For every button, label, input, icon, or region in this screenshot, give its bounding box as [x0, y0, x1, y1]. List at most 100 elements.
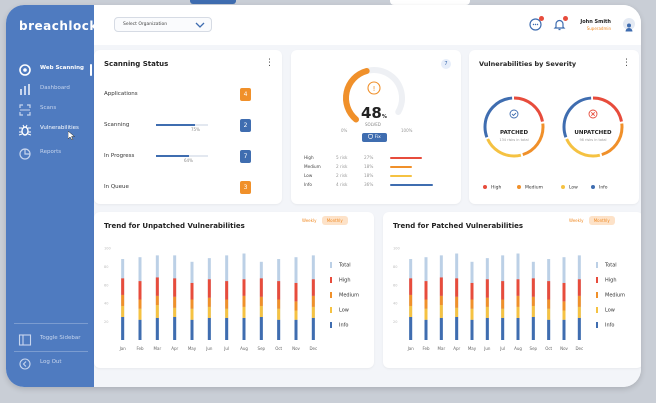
bar-low: [190, 308, 194, 320]
status-label: In Progress: [104, 153, 135, 159]
status-row-applications: Applications 4: [104, 88, 266, 102]
bar-high: [455, 278, 459, 297]
bar-medium: [485, 297, 489, 307]
sidebar-item-scans[interactable]: Scans: [6, 101, 94, 119]
notifications-button[interactable]: [552, 16, 568, 32]
chevron-down-icon: [195, 22, 205, 28]
legend-item: High: [483, 185, 501, 191]
month-label: May: [468, 346, 477, 351]
bar-low: [577, 306, 581, 318]
more-menu-icon[interactable]: ⋮: [622, 58, 631, 68]
legend-item-info: Info: [596, 322, 614, 329]
breakdown-row: Low 2 risk 18%: [304, 172, 464, 180]
bar-info: [501, 317, 505, 340]
bar-high: [155, 277, 159, 296]
weekly-tab[interactable]: Weekly: [302, 218, 317, 223]
monthly-tab[interactable]: Monthly: [321, 216, 348, 225]
month-label: Oct: [275, 346, 282, 351]
bar-high: [409, 278, 413, 295]
count-badge: 2: [240, 119, 251, 132]
more-menu-icon[interactable]: ⋮: [265, 58, 274, 68]
bar-high: [485, 279, 489, 298]
bar-high: [277, 281, 281, 300]
month-label: Aug: [514, 346, 522, 351]
user-name: John Smith: [580, 19, 611, 25]
logout-button[interactable]: Log Out: [6, 355, 94, 373]
month-label: Jul: [499, 346, 505, 351]
bar-medium: [138, 299, 142, 309]
sidebar-item-vulnerabilities[interactable]: Vulnerabilities: [6, 121, 94, 139]
dashboard-icon: [20, 84, 30, 95]
legend-label: Total: [605, 262, 617, 269]
reports-icon: [19, 148, 31, 160]
month-label: Mar: [154, 346, 162, 351]
bar-info: [455, 317, 459, 340]
bar-high: [311, 279, 315, 296]
bar-low: [547, 308, 551, 320]
scanning-status-card: Scanning Status ⋮ Applications 4 Scannin…: [94, 50, 282, 204]
organization-select[interactable]: Select Organization: [114, 17, 212, 32]
bar-low: [242, 306, 246, 318]
monthly-tab[interactable]: Monthly: [588, 216, 615, 225]
solved-unit: %: [381, 114, 387, 120]
bar-high: [190, 282, 194, 300]
unpatched-trend-chart: 100 80 60 40 20 Jan Feb Mar Apr May Jun Jul Aug Sep Oc…: [104, 247, 317, 352]
legend-item-low: Low: [330, 307, 349, 314]
avatar[interactable]: [623, 18, 635, 32]
bar-low: [121, 305, 125, 317]
status-label: Applications: [104, 91, 138, 97]
chat-button[interactable]: [528, 16, 544, 32]
bar-info: [207, 317, 211, 340]
bar-info: [547, 319, 551, 340]
breakdown-row: Medium 2 risk 18%: [304, 163, 464, 171]
toggle-sidebar-button[interactable]: Toggle Sidebar: [6, 331, 94, 349]
fix-label: Fix: [374, 135, 381, 140]
status-label: In Queue: [104, 184, 129, 190]
fix-button[interactable]: Fix: [362, 133, 387, 142]
bar-medium: [121, 294, 125, 306]
bar-medium: [294, 301, 298, 311]
bar-info: [531, 317, 535, 340]
bug-icon: [18, 124, 32, 136]
chat-icon: [529, 18, 542, 31]
legend-item-high: High: [330, 277, 351, 284]
y-tick-label: 20: [104, 320, 108, 324]
bar-low: [562, 310, 566, 320]
app-window: breachlock Web Scanning Dashboard Scans …: [6, 5, 641, 387]
bar-medium: [439, 295, 443, 306]
bar-low: [424, 308, 428, 320]
bar-medium: [225, 299, 229, 309]
month-label: Feb: [136, 346, 144, 351]
gauge-min-label: 0%: [341, 128, 348, 133]
bar-high: [138, 281, 142, 300]
period-toggle: Weekly Monthly: [302, 216, 348, 225]
legend-item-high: High: [596, 277, 617, 284]
bar-high: [470, 282, 474, 300]
sidebar-item-dashboard[interactable]: Dashboard: [6, 81, 94, 99]
bar-info: [173, 317, 177, 340]
bar-high: [562, 282, 566, 302]
weekly-tab[interactable]: Weekly: [569, 218, 584, 223]
sidebar-item-reports[interactable]: Reports: [6, 145, 94, 163]
progress-fill: [156, 155, 190, 157]
gauge-fill: [343, 67, 370, 123]
bar-low: [277, 308, 281, 320]
month-label: May: [188, 346, 197, 351]
risk-count: 2 risk: [336, 164, 348, 169]
breakdown-row: High 5 risk 27%: [304, 154, 464, 162]
unpatched-sub: 98 risks in total: [579, 138, 607, 142]
y-tick-label: 40: [393, 302, 397, 306]
severity-name: Medium: [304, 164, 321, 169]
gauge-max-label: 100%: [401, 128, 413, 133]
bar-medium: [516, 295, 520, 307]
bar-medium: [455, 296, 459, 308]
bar-high: [121, 278, 125, 295]
legend-label: Info: [605, 322, 615, 329]
notification-dot: [563, 16, 568, 21]
sidebar-divider: [14, 323, 88, 324]
toggle-sidebar-label: Toggle Sidebar: [40, 335, 81, 341]
sidebar-item-web-scanning[interactable]: Web Scanning: [6, 61, 94, 79]
solved-gauge-card: 7 ! 48% SOLVED 0% 100% Fix High 5 risk 2…: [291, 50, 461, 204]
scans-icon: [19, 104, 31, 116]
progress-bar: [156, 155, 208, 157]
